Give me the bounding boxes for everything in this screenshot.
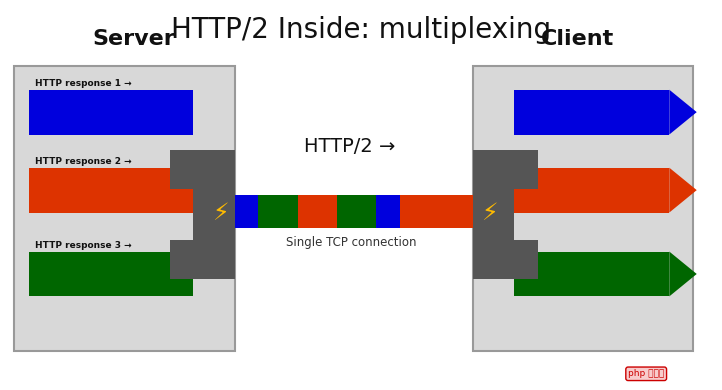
Bar [14, 66, 235, 351]
Bar [29, 252, 193, 296]
Text: HTTP/2 →: HTTP/2 → [305, 137, 396, 156]
Text: ⚡: ⚡ [212, 200, 229, 225]
Bar [170, 240, 193, 279]
Bar [297, 195, 337, 228]
Text: Server: Server [92, 29, 175, 49]
Text: HTTP response 3 →: HTTP response 3 → [35, 241, 131, 250]
Bar [193, 150, 235, 279]
Polygon shape [669, 90, 697, 135]
Text: php 中文网: php 中文网 [628, 369, 664, 378]
Bar [473, 66, 693, 351]
Bar [170, 150, 193, 189]
Bar [29, 168, 193, 213]
Bar [473, 150, 514, 279]
Text: Single TCP connection: Single TCP connection [287, 236, 417, 249]
Bar [400, 195, 473, 228]
Bar [514, 90, 669, 135]
Bar [258, 195, 297, 228]
Bar [514, 168, 669, 213]
Text: Client: Client [541, 29, 614, 49]
Text: HTTP response 1 →: HTTP response 1 → [35, 79, 131, 88]
Polygon shape [669, 168, 697, 213]
Polygon shape [669, 252, 697, 296]
Bar [514, 240, 538, 279]
Text: HTTP response 2 →: HTTP response 2 → [35, 157, 131, 166]
Text: ⚡: ⚡ [481, 200, 498, 225]
Bar [235, 195, 258, 228]
Bar [376, 195, 400, 228]
Bar [29, 90, 193, 135]
Bar [514, 252, 669, 296]
Bar [514, 150, 538, 189]
Text: HTTP/2 Inside: multiplexing: HTTP/2 Inside: multiplexing [171, 16, 551, 44]
Bar [337, 195, 376, 228]
